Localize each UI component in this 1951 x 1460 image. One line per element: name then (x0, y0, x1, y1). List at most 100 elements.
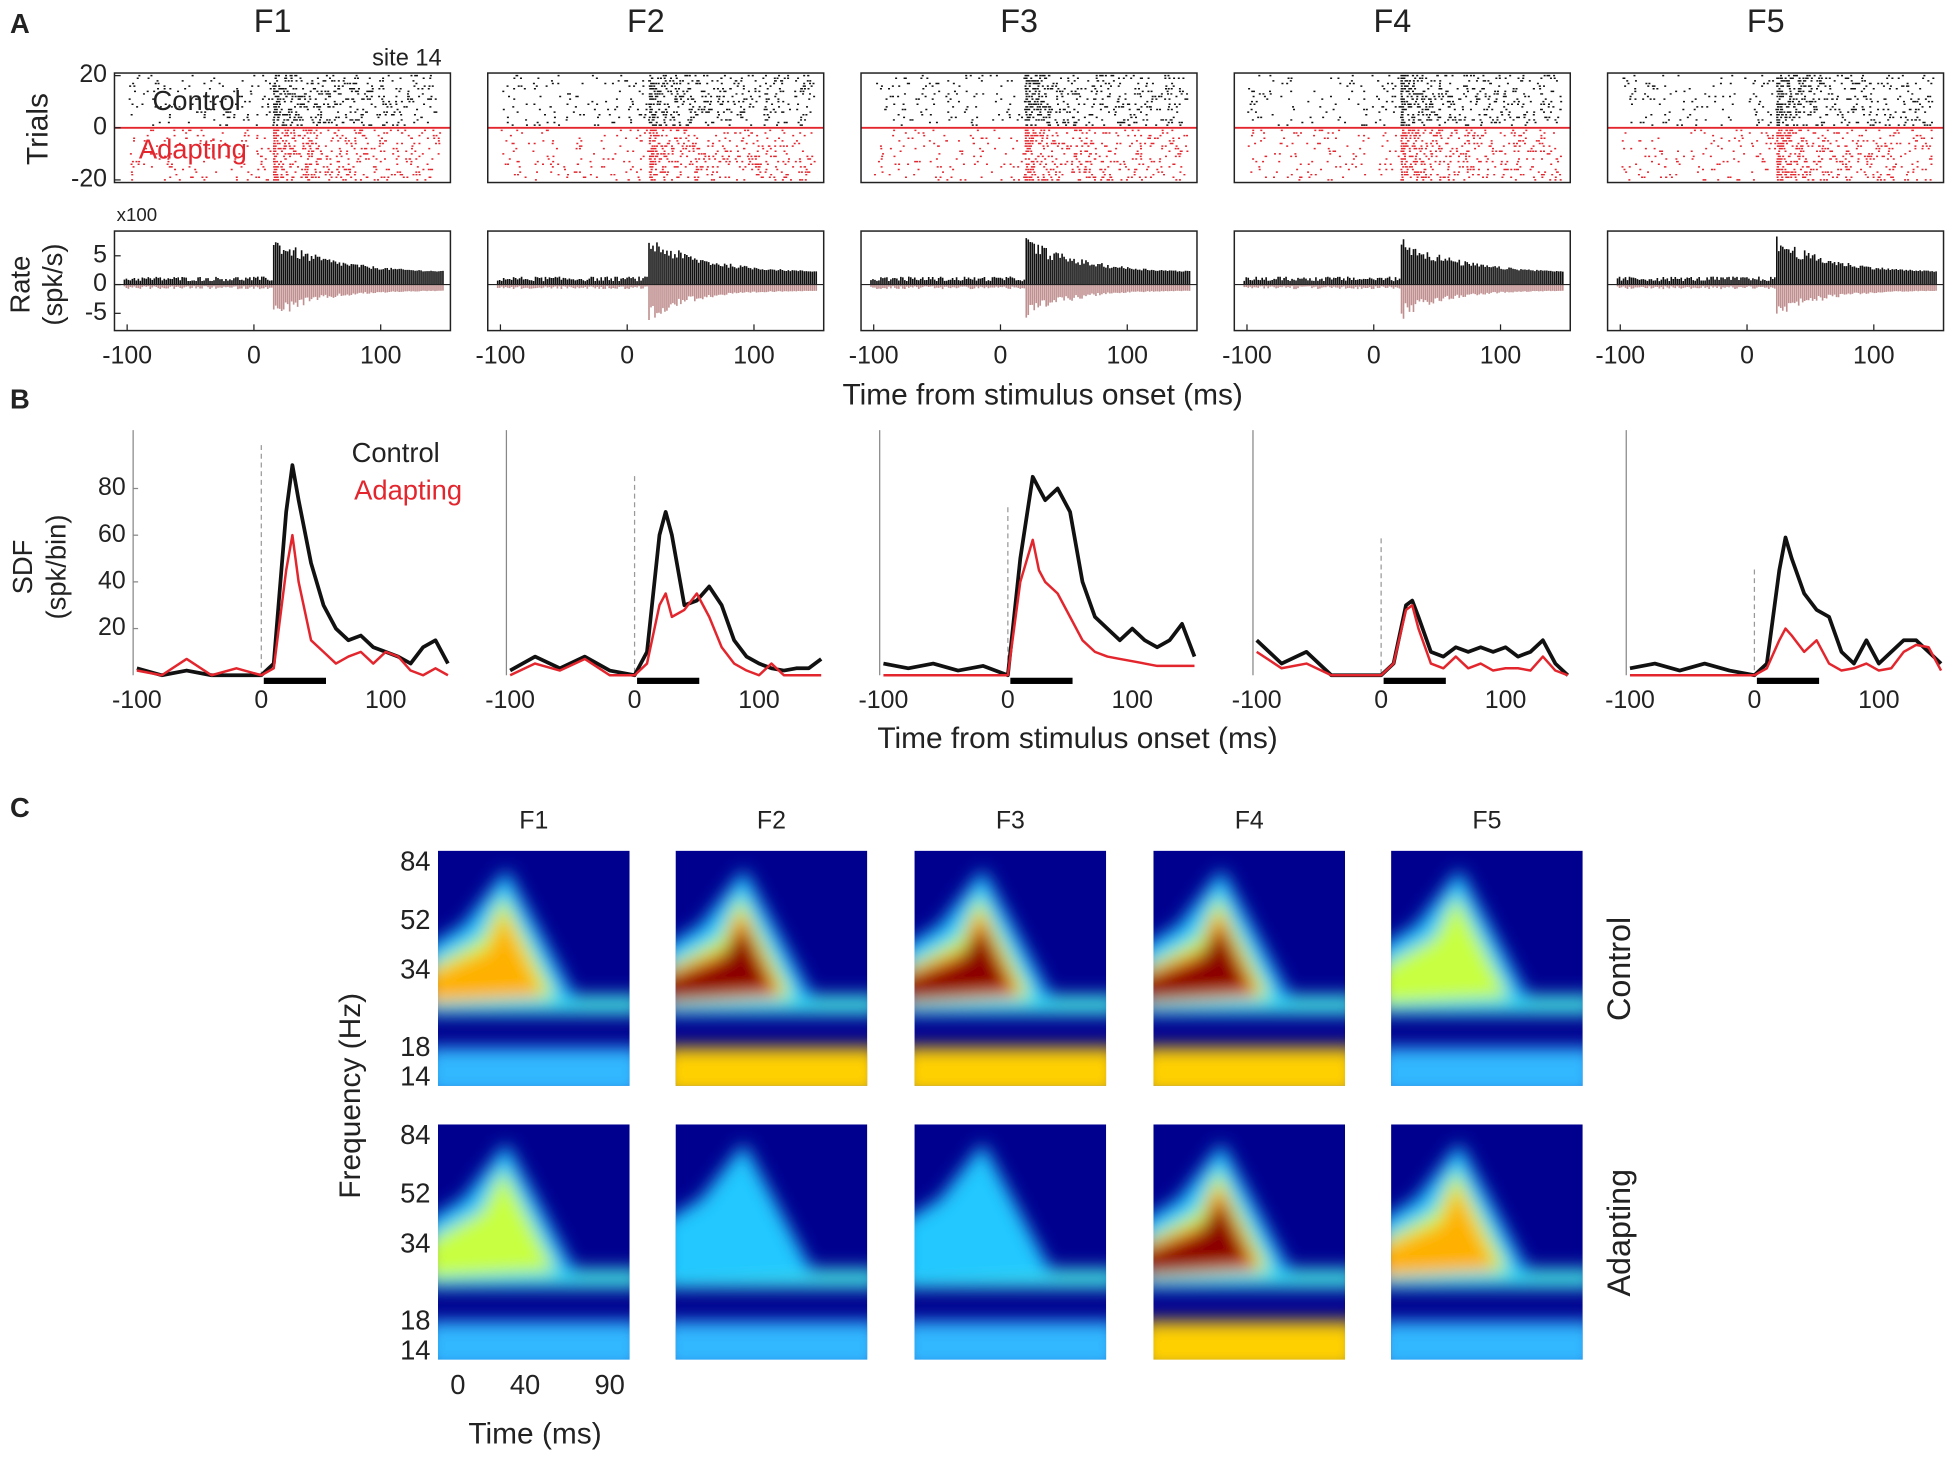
column-title: F4 (1374, 3, 1412, 39)
panel-label: B (10, 384, 30, 415)
y-tick-label: 80 (98, 473, 126, 501)
y-tick-label: 5 (93, 240, 107, 268)
rate-bars-adapting (870, 284, 1191, 318)
column-title: F1 (519, 807, 548, 835)
x-tick-label: 0 (620, 341, 634, 369)
spectrogram (675, 1124, 868, 1360)
raster-frame (487, 72, 825, 184)
spectrogram (675, 850, 868, 1086)
x-tick-label: 100 (1853, 341, 1895, 369)
x-tick-label: -100 (1605, 686, 1655, 714)
sdf-line (136, 533, 449, 677)
sdf-line (883, 474, 1197, 678)
rate-frame (1606, 230, 1945, 332)
spectrogram-blobs (914, 1143, 1107, 1360)
y-axis-label: Trials (22, 93, 55, 165)
spectrogram-blobs (437, 869, 630, 1086)
rate-bars-control (1243, 239, 1564, 285)
blob-mid (1391, 894, 1510, 1005)
y-axis-label: (spk/bin) (41, 515, 72, 620)
response-window (1383, 677, 1446, 684)
spectrogram-blobs (1153, 869, 1346, 1086)
x-tick-label: -100 (485, 686, 535, 714)
sdf-line (883, 538, 1195, 677)
x-tick-label: -100 (859, 686, 909, 714)
y-tick-label: 84 (400, 845, 430, 876)
y-tick-label: 14 (400, 1061, 430, 1092)
blob-core (1153, 1199, 1251, 1273)
rate-bars-adapting (123, 284, 444, 312)
x-tick-label: 0 (247, 341, 261, 369)
raster-spikes-control (128, 74, 438, 126)
raster-spikes-adapting (1247, 129, 1562, 181)
y-axis-label: (spk/s) (37, 244, 68, 326)
band (914, 1321, 1107, 1360)
panel-label: C (10, 792, 30, 823)
spectrogram (1391, 850, 1583, 1086)
x-tick-label: 0 (1001, 686, 1015, 714)
y-tick-label: -5 (85, 298, 107, 326)
spectrogram-blobs (1391, 869, 1583, 1086)
spectrogram-blobs (1153, 1143, 1346, 1360)
column-title: F3 (1000, 3, 1038, 39)
raster-spikes-control (1622, 74, 1935, 126)
y-tick-label: 60 (98, 520, 126, 548)
rate-bars-control (1616, 236, 1937, 285)
x-tick-label: -100 (476, 341, 526, 369)
y-tick-label: 52 (400, 904, 430, 935)
y-tick-label: 20 (98, 613, 126, 641)
column-title: F5 (1472, 807, 1501, 835)
column-title: F2 (757, 807, 786, 835)
y-axis-label: Rate (5, 256, 36, 314)
blob-hot (1391, 1184, 1497, 1276)
raster-spikes-adapting (873, 129, 1189, 181)
blob-core (675, 925, 773, 999)
rate-bars-adapting (1616, 284, 1937, 314)
column-title: F5 (1747, 3, 1785, 39)
x-axis-label: Time from stimulus onset (ms) (842, 378, 1242, 411)
response-window (637, 677, 700, 684)
sdf-line (1629, 627, 1943, 677)
y-tick-label: 84 (400, 1119, 430, 1150)
band (1391, 1321, 1583, 1360)
spectrogram-blobs (675, 869, 868, 1086)
x-tick-label: -100 (1595, 341, 1645, 369)
band (1391, 1047, 1583, 1086)
spectrogram-blobs (914, 869, 1107, 1086)
x-tick-label: 0 (628, 686, 642, 714)
legend-entry: Control (152, 85, 240, 116)
row-label: Adapting (1601, 1169, 1637, 1297)
y-tick-label: 20 (79, 60, 107, 88)
legend-entry: Adapting (354, 475, 462, 506)
legend-entry: Control (352, 437, 440, 468)
x-tick-label: 100 (365, 686, 407, 714)
spectrogram (437, 850, 630, 1086)
rate-frame (860, 230, 1198, 332)
x-tick-label: -100 (112, 686, 162, 714)
x-tick-label: 0 (254, 686, 268, 714)
y-tick-label: 34 (400, 1227, 430, 1258)
y-tick-label: 0 (93, 269, 107, 297)
x-tick-label: 100 (733, 341, 775, 369)
response-window (1756, 677, 1820, 684)
x-tick-label: -100 (849, 341, 899, 369)
response-window (263, 677, 326, 684)
rate-bars-adapting (1243, 284, 1564, 319)
blob-hot (437, 910, 544, 1002)
x-tick-label: -100 (102, 341, 152, 369)
raster-frame (1606, 72, 1945, 184)
column-title: F2 (627, 3, 665, 39)
y-tick-label: 52 (400, 1178, 430, 1209)
x-tick-label: 100 (1480, 341, 1522, 369)
x-tick-label: 100 (1112, 686, 1154, 714)
x-tick-label: 100 (1485, 686, 1527, 714)
blob-outer (675, 1143, 815, 1284)
band (675, 1047, 868, 1086)
rate-bars-control (123, 242, 444, 285)
blob-core (1153, 925, 1251, 999)
y-tick-label: 0 (93, 112, 107, 140)
x-tick-label: -100 (1222, 341, 1272, 369)
column-title: F1 (254, 3, 292, 39)
band (1153, 1047, 1346, 1086)
